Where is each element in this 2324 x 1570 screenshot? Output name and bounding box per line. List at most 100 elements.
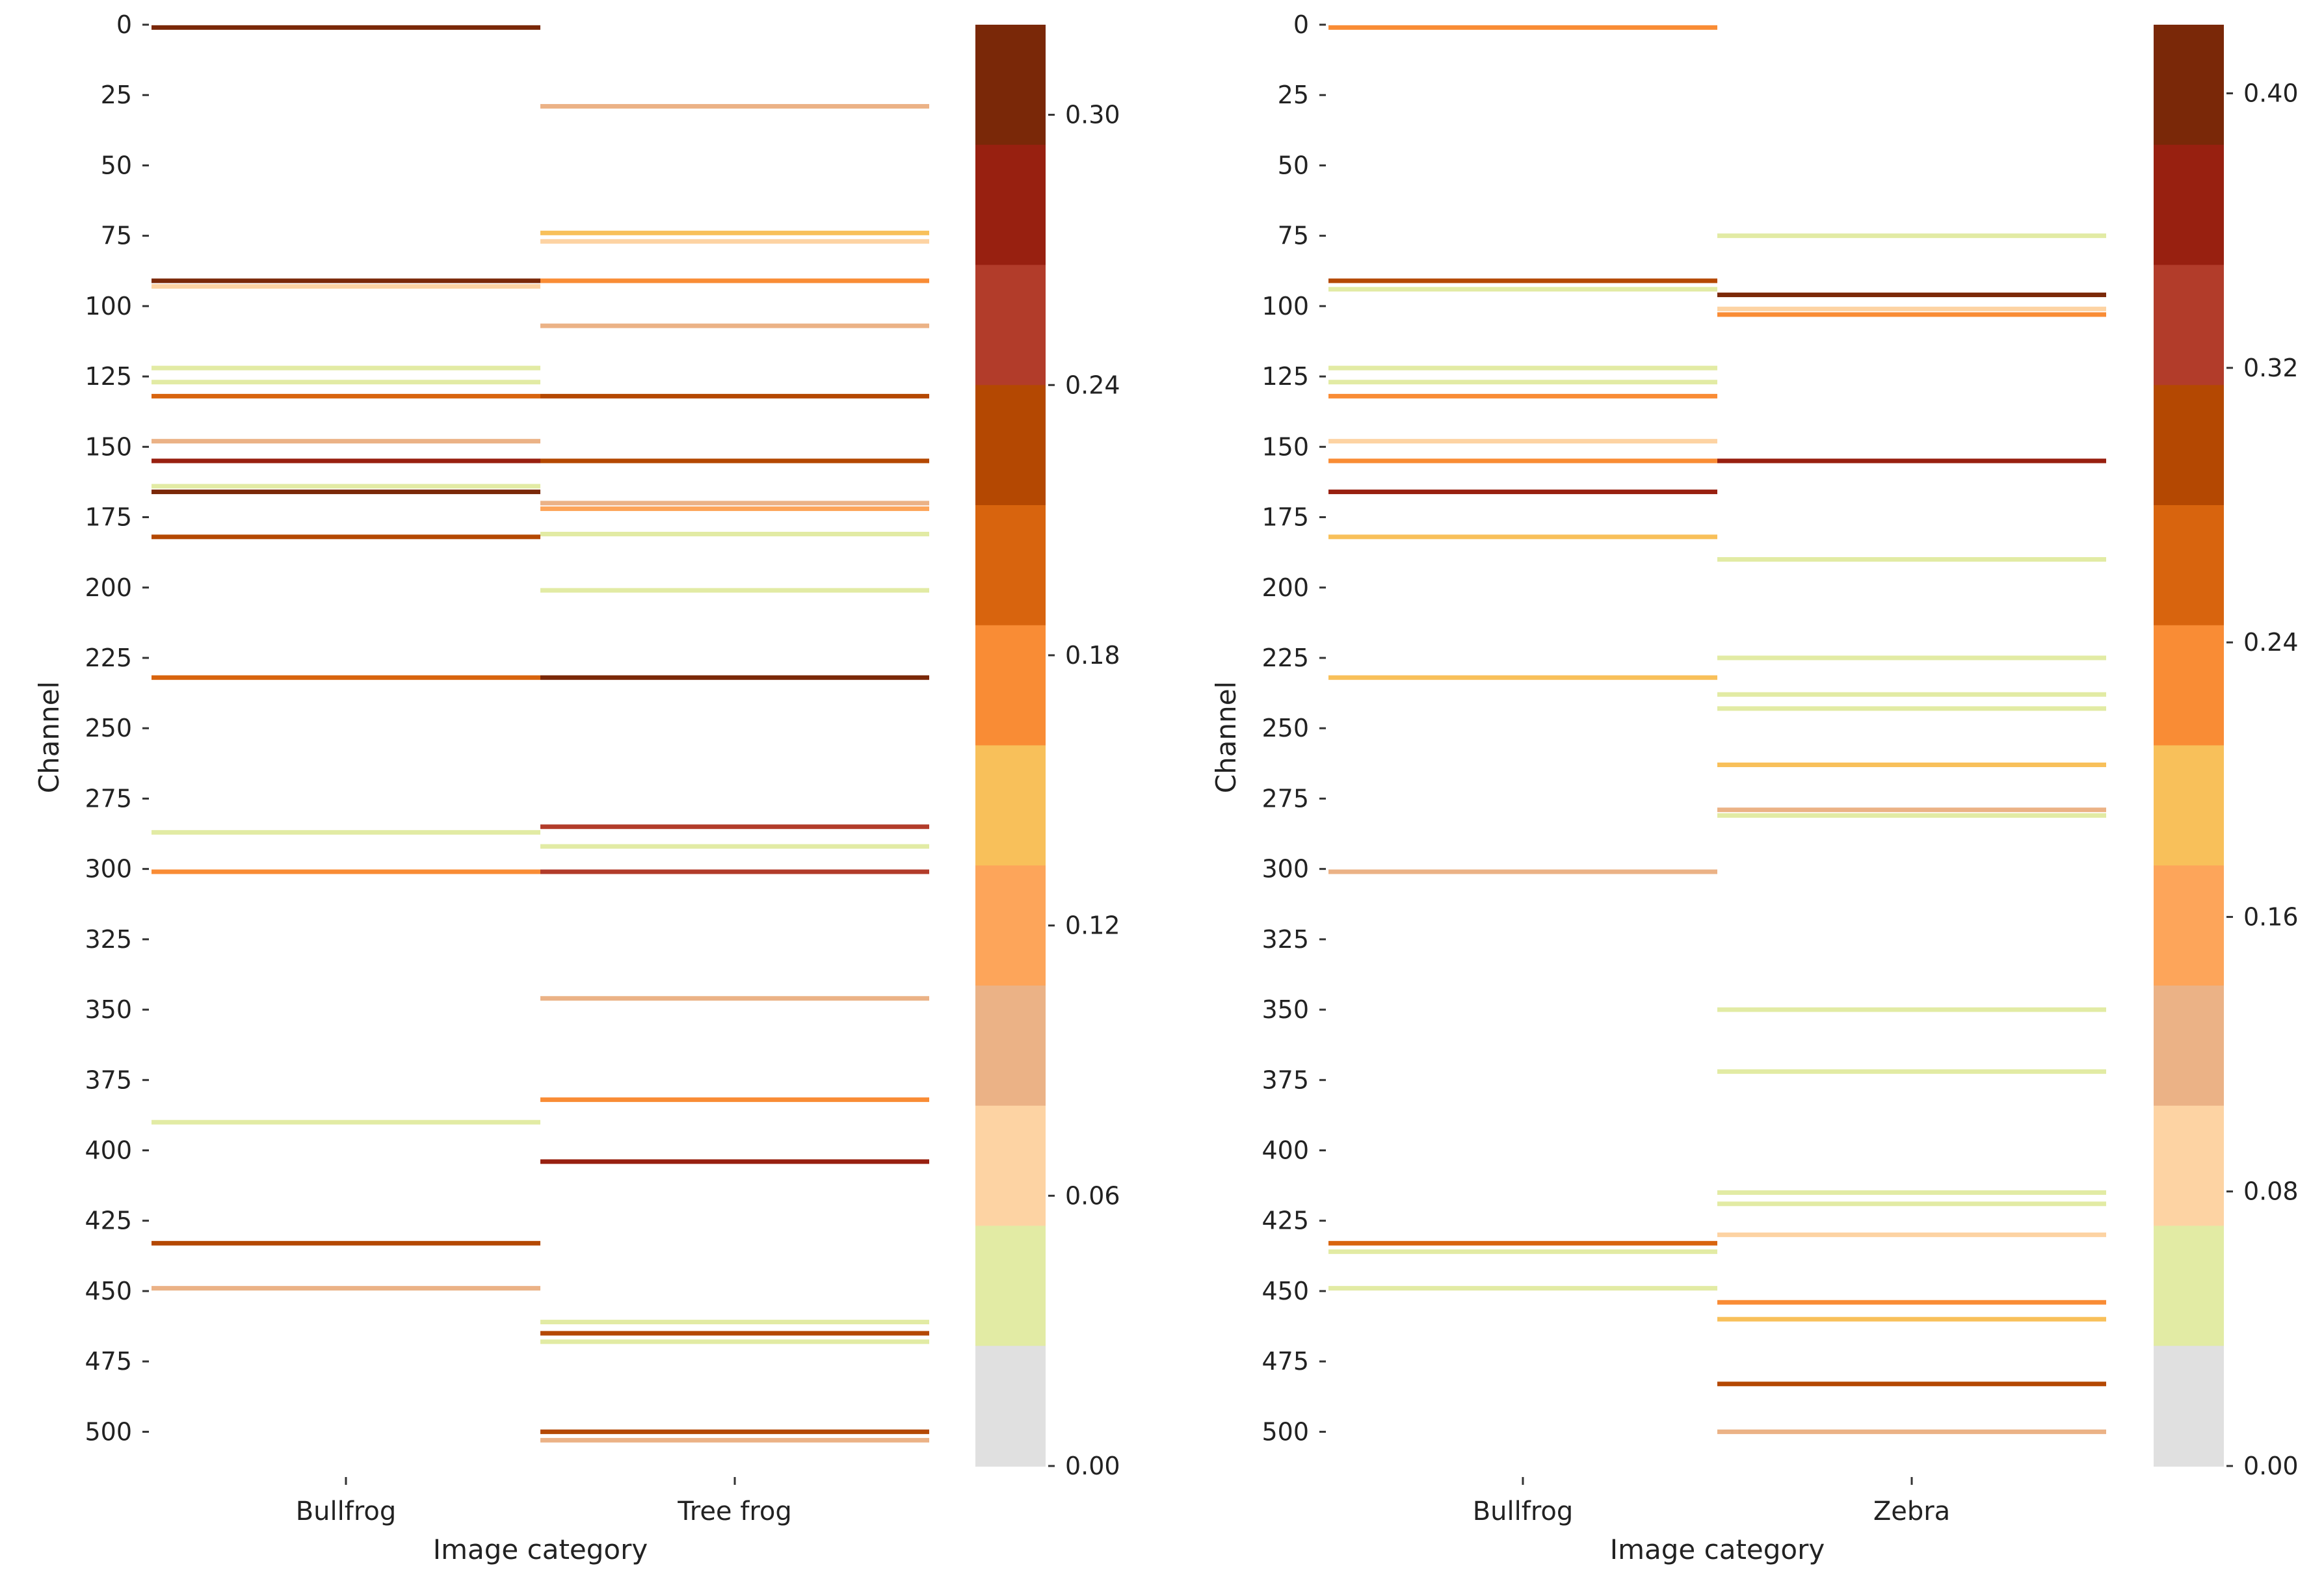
heat-cell (1717, 1232, 2106, 1237)
heat-cell (152, 278, 540, 283)
heat-cell (1717, 655, 2106, 661)
heat-cell (540, 1437, 929, 1443)
y-tick-label: 150 (85, 432, 132, 461)
heat-cell (1328, 393, 1717, 399)
y-tick-label: 75 (101, 222, 132, 250)
y-tick-label: 475 (1261, 1347, 1309, 1376)
heat-cell (1717, 692, 2106, 697)
heat-cell (1717, 312, 2106, 317)
heatmap-panel-left: 0 25 50 75 100 125 150 175 200 225 250 275 300 325 350… (33, 10, 1120, 1565)
heat-cell (1717, 762, 2106, 767)
heat-cell (1717, 1429, 2106, 1434)
colorbar-tick-label: 0.00 (2243, 1452, 2299, 1480)
heat-cell (1717, 1069, 2106, 1074)
y-tick-label: 500 (85, 1417, 132, 1446)
colorbar-segment (975, 745, 1046, 867)
heat-cell (540, 588, 929, 593)
y-tick-label: 275 (85, 784, 132, 813)
y-tick-label: 150 (1261, 432, 1309, 461)
y-tick-label: 200 (1261, 573, 1309, 602)
heat-cell (540, 844, 929, 849)
heat-cell (1717, 233, 2106, 239)
colorbar-segment (2154, 385, 2224, 506)
heat-cell (540, 1429, 929, 1434)
y-tick-label: 50 (101, 151, 132, 179)
y-tick-label: 200 (85, 573, 132, 602)
y-tick-label: 275 (1261, 784, 1309, 813)
colorbar-tick-label: 0.12 (1065, 911, 1120, 940)
colorbar-tick-label: 0.06 (1065, 1181, 1120, 1210)
heat-cell (1717, 807, 2106, 813)
x-tick-label: Bullfrog (296, 1497, 397, 1526)
heat-cell (1328, 675, 1717, 680)
colorbar-segment (975, 144, 1046, 266)
heat-cell (540, 239, 929, 244)
heat-cell (1717, 293, 2106, 298)
heat-cell (152, 1119, 540, 1125)
heat-cell (540, 458, 929, 464)
colorbar-segment (2154, 865, 2224, 986)
heat-cell (1717, 1316, 2106, 1322)
y-tick-label: 300 (1261, 855, 1309, 883)
heat-cell (1717, 1381, 2106, 1387)
y-tick-label: 325 (1261, 925, 1309, 954)
y-tick-label: 500 (1261, 1417, 1309, 1446)
heat-cell (152, 365, 540, 371)
heat-cell (152, 1286, 540, 1291)
y-tick-label: 175 (1261, 503, 1309, 532)
heat-cell (152, 484, 540, 489)
heat-cell (540, 278, 929, 283)
heat-cell (540, 996, 929, 1001)
y-tick-label: 175 (85, 503, 132, 532)
heat-cell (1328, 25, 1717, 30)
heat-cell (1717, 458, 2106, 464)
heat-cell (1328, 534, 1717, 540)
x-axis-label: Image category (433, 1534, 648, 1565)
heat-cell (152, 25, 540, 30)
heat-cell (1717, 1201, 2106, 1207)
heat-cell (540, 393, 929, 399)
colorbar-segment (975, 385, 1046, 506)
colorbar-segment (2154, 745, 2224, 867)
heat-cell (1328, 1286, 1717, 1291)
heat-cell (1717, 1007, 2106, 1012)
colorbar-segment (975, 505, 1046, 626)
colorbar-segment (2154, 986, 2224, 1106)
heat-cell (1328, 1249, 1717, 1254)
heat-cell (1717, 306, 2106, 311)
colorbar-segment (2154, 265, 2224, 386)
y-axis-label: Channel (33, 681, 65, 793)
y-tick-label: 250 (85, 714, 132, 742)
y-tick-label: 75 (1278, 222, 1309, 250)
heat-cell (540, 1320, 929, 1325)
heat-cell (1328, 869, 1717, 874)
colorbar-segment (2154, 144, 2224, 266)
x-tick-label: Zebra (1873, 1497, 1950, 1526)
heat-cell (152, 380, 540, 385)
heat-cell (1328, 1240, 1717, 1246)
heat-cell (152, 393, 540, 399)
y-tick-label: 50 (1278, 151, 1309, 179)
y-tick-label: 25 (1278, 81, 1309, 109)
heat-cell (152, 284, 540, 289)
heat-cell (540, 1331, 929, 1336)
heat-cell (1328, 458, 1717, 464)
y-tick-label: 0 (116, 10, 132, 39)
heat-cell (540, 1097, 929, 1103)
y-tick-label: 425 (1261, 1207, 1309, 1235)
y-tick-label: 250 (1261, 714, 1309, 742)
colorbar-segment (975, 1346, 1046, 1467)
heat-cell (540, 675, 929, 680)
heat-cell (540, 532, 929, 537)
colorbar-tick-label: 0.18 (1065, 641, 1120, 670)
colorbar-segment (975, 986, 1046, 1106)
y-tick-label: 325 (85, 925, 132, 954)
y-tick-label: 225 (85, 644, 132, 672)
heat-cell (540, 506, 929, 512)
x-axis-label: Image category (1610, 1534, 1825, 1565)
colorbar-tick-label: 0.40 (2243, 79, 2299, 108)
colorbar-segment (2154, 625, 2224, 746)
y-tick-label: 375 (85, 1066, 132, 1094)
y-tick-label: 350 (85, 995, 132, 1024)
